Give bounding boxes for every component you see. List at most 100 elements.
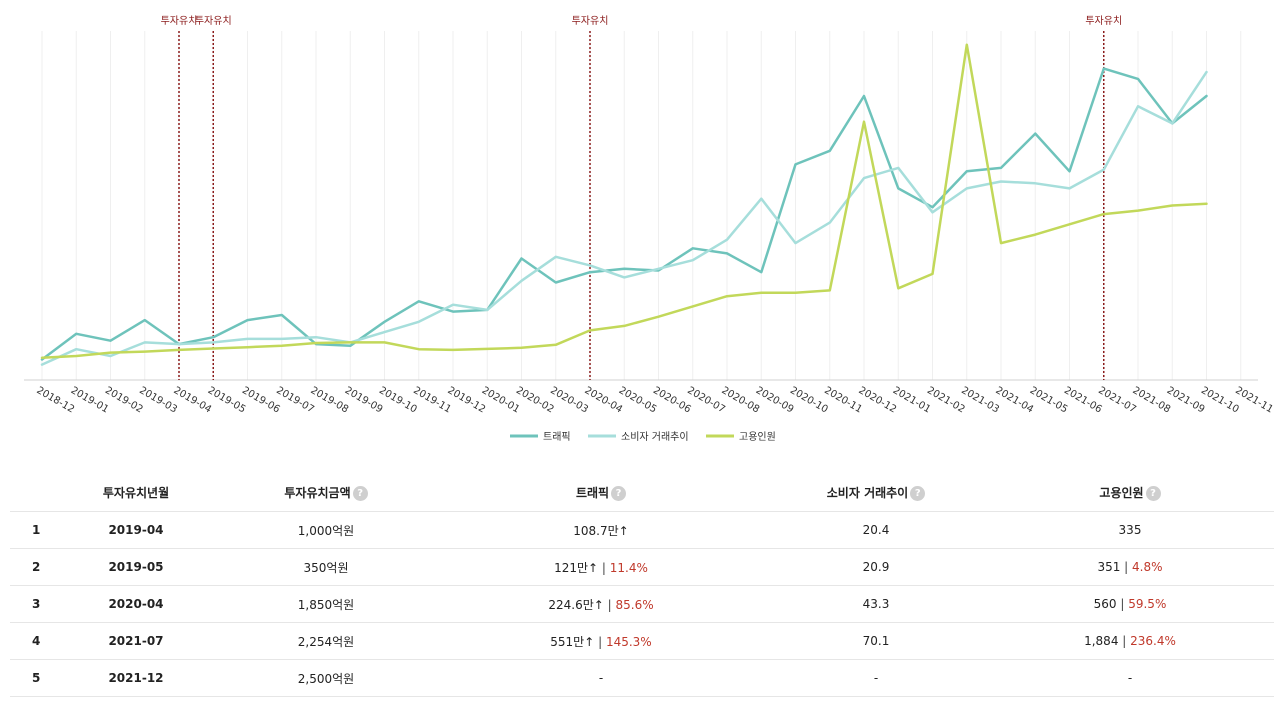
table-row: 4 2021-07 2,254억원 551만↑ | 145.3% 70.1 1,… [10,622,1274,660]
x-axis: 2018-122019-012019-022019-032019-042019-… [24,379,1275,415]
x-tick-label: 2020-01 [480,385,522,415]
investment-marker-label: 투자유치 [1085,15,1122,27]
x-tick-label: 2019-07 [274,385,316,415]
x-tick-label: 2021-04 [994,385,1036,415]
row-consumer: 20.4 [766,511,986,549]
row-index: 2 [10,548,56,586]
x-tick-label: 2019-05 [206,385,248,415]
table-row: 5 2021-12 2,500억원 - - - [10,659,1274,697]
row-date: 2020-04 [56,585,216,623]
separator: | [594,634,606,649]
investment-table: 투자유치년월 투자유치금액? 트래픽? 소비자 거래추이? 고용인원? 1 20… [10,474,1274,697]
help-icon[interactable]: ? [1145,486,1161,501]
x-tick-label: 2019-03 [137,385,179,415]
row-date: 2019-05 [56,548,216,586]
legend-item[interactable]: 고용인원 [706,431,776,443]
header-traffic-label: 트래픽 [575,486,610,500]
row-date: 2021-12 [56,659,216,697]
row-employees: 351 | 4.8% [986,548,1274,586]
row-traffic: 121만↑ | 11.4% [436,548,766,586]
header-index [10,474,56,512]
x-tick-label: 2020-08 [720,385,762,415]
legend-label: 소비자 거래추이 [621,431,689,443]
row-traffic: 551만↑ | 145.3% [436,622,766,660]
x-tick-label: 2021-02 [925,385,967,415]
separator: | [603,597,616,612]
table-row: 1 2019-04 1,000억원 108.7만↑ 20.4 335 [10,511,1274,549]
row-consumer: 43.3 [766,585,986,623]
help-icon[interactable]: ? [352,486,368,501]
x-tick-label: 2018-12 [35,385,77,415]
legend-label: 트래픽 [543,431,571,443]
investment-chart: 2018-12 2019-01 2019-02 2019-03 2019-04 2019-… [24,15,1275,443]
series-lines [40,43,1208,366]
x-tick-label: 2020-04 [583,385,625,415]
row-amount: 2,500억원 [216,659,436,697]
x-tick-label: 2021-05 [1028,385,1070,415]
header-consumer-label: 소비자 거래추이 [826,486,909,500]
table-header-row: 투자유치년월 투자유치금액? 트래픽? 소비자 거래추이? 고용인원? [10,474,1274,512]
x-tick-label: 2019-04 [172,385,214,415]
x-tick-label: 2021-03 [959,385,1001,415]
x-tick-label: 2020-05 [617,385,659,415]
row-amount: 2,254억원 [216,622,436,660]
x-tick-label: 2020-11 [822,385,864,415]
traffic-value: - [598,671,604,685]
x-tick-label: 2020-10 [788,385,830,415]
legend[interactable]: 트래픽 소비자 거래추이 고용인원 [510,431,776,443]
help-icon[interactable]: ? [611,486,627,501]
header-amount-label: 투자유치금액 [284,486,351,500]
row-amount: 1,000억원 [216,511,436,549]
help-icon[interactable]: ? [910,486,926,501]
row-date: 2021-07 [56,622,216,660]
row-employees: 560 | 59.5% [986,585,1274,623]
row-amount: 1,850억원 [216,585,436,623]
employees-growth: 236.4% [1130,634,1176,648]
row-consumer: 20.9 [766,548,986,586]
x-tick-label: 2021-01 [891,385,933,415]
traffic-value: 121만 [554,560,589,575]
x-tick-label: 2019-09 [343,385,385,415]
traffic-value: 224.6만 [548,597,594,612]
series-line [40,70,1208,366]
traffic-value: 551만 [550,634,585,649]
investment-marker-label: 투자유치 [195,15,232,27]
legend-item[interactable]: 트래픽 [510,431,571,443]
x-tick-label: 2021-09 [1165,385,1207,415]
table-row: 2 2019-05 350억원 121만↑ | 11.4% 20.9 351 |… [10,548,1274,586]
header-date: 투자유치년월 [56,474,216,512]
investment-marker-label: 투자유치 [161,15,198,27]
traffic-growth: 85.6% [615,597,654,612]
employees-value: 335 [1118,523,1142,537]
employees-value: 351 [1097,560,1121,574]
row-index: 4 [10,622,56,660]
x-tick-label: 2021-08 [1131,385,1173,415]
header-traffic: 트래픽? [436,474,766,512]
line-chart: 2018-122019-012019-022019-032019-042019-… [24,15,1275,443]
row-date: 2019-04 [56,511,216,549]
x-tick-label: 2019-06 [240,385,282,415]
traffic-growth: 145.3% [605,634,652,649]
legend-label: 고용인원 [739,431,776,443]
separator: | [1120,560,1133,574]
series-line [40,43,1208,360]
legend-item[interactable]: 소비자 거래추이 [588,431,689,443]
x-tick-label: 2020-12 [857,385,899,415]
x-tick-label: 2019-02 [103,385,145,415]
header-employees: 고용인원? [986,474,1274,512]
x-tick-label: 2020-02 [514,385,556,415]
row-amount: 350억원 [216,548,436,586]
x-tick-label: 2021-11 [1233,385,1275,415]
arrow-up-icon: ↑ [588,560,599,575]
x-tick-label: 2019-08 [309,385,351,415]
row-employees: 335 [986,511,1274,549]
employees-value: 1,884 [1084,634,1119,648]
header-consumer: 소비자 거래추이? [766,474,986,512]
row-employees: 1,884 | 236.4% [986,622,1274,660]
arrow-up-icon: ↑ [593,597,604,612]
arrow-up-icon: ↑ [618,523,629,538]
x-tick-label: 2021-07 [1096,385,1138,415]
row-index: 1 [10,511,56,549]
grid [41,31,1242,380]
